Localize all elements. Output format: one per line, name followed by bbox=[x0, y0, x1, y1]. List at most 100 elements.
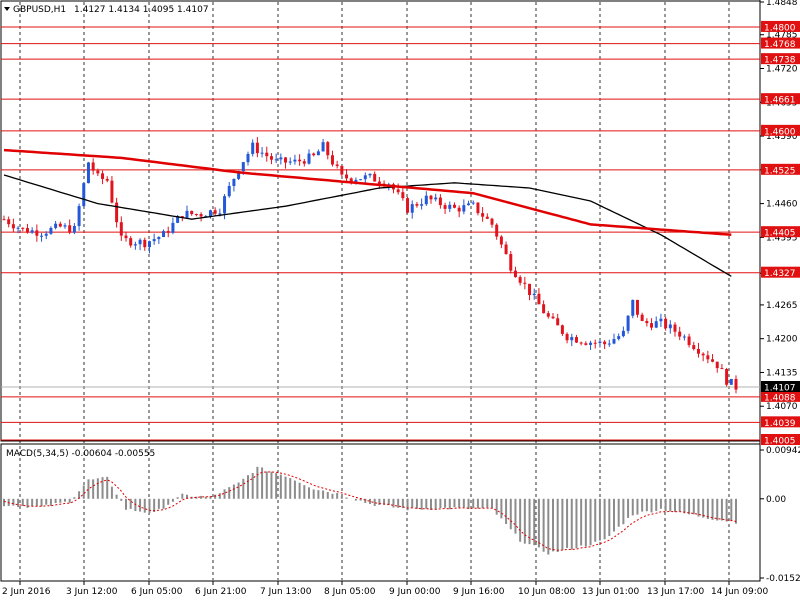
candle-body bbox=[659, 318, 663, 322]
candle-body bbox=[420, 204, 424, 206]
candle-body bbox=[481, 213, 485, 217]
candle-body bbox=[565, 333, 569, 341]
candle-body bbox=[415, 204, 419, 206]
candle-body bbox=[307, 153, 311, 164]
candle-body bbox=[227, 185, 231, 197]
price-tick-label: 1.4200 bbox=[766, 335, 798, 345]
candle-body bbox=[584, 343, 588, 345]
candle-body bbox=[162, 231, 166, 238]
candle-body bbox=[579, 342, 583, 344]
candle-body bbox=[401, 192, 405, 199]
candle-body bbox=[16, 227, 20, 229]
time-tick-label: 2 Jun 2016 bbox=[2, 587, 51, 597]
candle-body bbox=[509, 254, 513, 271]
candle-body bbox=[368, 173, 372, 176]
macd-signal-line bbox=[3, 471, 737, 551]
level-label: 1.4768 bbox=[764, 40, 796, 50]
candle-body bbox=[288, 161, 292, 163]
price-tick-label: 1.4460 bbox=[766, 200, 798, 210]
candle-body bbox=[490, 218, 494, 225]
indicator-pane-border bbox=[0, 443, 761, 582]
candle-body bbox=[82, 183, 86, 207]
level-label: 1.4600 bbox=[764, 127, 796, 137]
grid bbox=[19, 2, 730, 580]
candle-body bbox=[265, 152, 269, 157]
candle-body bbox=[438, 197, 442, 206]
candle-body bbox=[692, 345, 696, 350]
candle-body bbox=[58, 223, 62, 227]
candle-body bbox=[7, 219, 11, 225]
level-label: 1.4088 bbox=[764, 393, 796, 403]
level-label-box bbox=[761, 93, 800, 105]
current-price-box bbox=[761, 381, 800, 393]
ma-slow-line bbox=[3, 148, 732, 237]
candle-body bbox=[147, 241, 151, 248]
time-tick-label: 13 Jun 17:00 bbox=[647, 587, 704, 597]
candle-body bbox=[119, 222, 123, 236]
candle-body bbox=[678, 331, 682, 337]
candle-body bbox=[213, 210, 217, 214]
candle-body bbox=[701, 353, 705, 356]
chart-title: GBPUSD,H1 bbox=[13, 5, 66, 15]
level-label: 1.4738 bbox=[764, 56, 796, 66]
candle-body bbox=[68, 225, 72, 233]
candle-body bbox=[448, 204, 452, 209]
candle-body bbox=[35, 230, 39, 236]
candle-body bbox=[457, 207, 461, 212]
candle-body bbox=[532, 293, 536, 296]
candle-body bbox=[194, 214, 198, 216]
candle-body bbox=[429, 195, 433, 200]
candle-body bbox=[251, 142, 255, 154]
candle-body bbox=[91, 162, 95, 171]
candle-body bbox=[528, 283, 532, 296]
candle-body bbox=[115, 202, 119, 223]
candle-body bbox=[640, 314, 644, 321]
candle-body bbox=[25, 228, 29, 233]
candle-body bbox=[208, 210, 212, 217]
candle-body bbox=[274, 159, 278, 161]
candle-body bbox=[316, 151, 320, 156]
candle-body bbox=[424, 195, 428, 205]
level-label-box bbox=[761, 390, 800, 402]
time-tick-label: 6 Jun 05:00 bbox=[131, 587, 183, 597]
symbol-dropdown-icon[interactable] bbox=[4, 7, 10, 11]
candle-body bbox=[720, 368, 724, 370]
candle-body bbox=[377, 181, 381, 184]
candle-body bbox=[241, 162, 245, 172]
level-label-box bbox=[761, 124, 800, 136]
candle-body bbox=[612, 339, 616, 344]
level-label: 1.4327 bbox=[764, 269, 796, 279]
candle-body bbox=[513, 270, 517, 278]
macd-tick-label: 0.00 bbox=[766, 495, 786, 505]
candle-body bbox=[96, 170, 100, 174]
candle-body bbox=[654, 321, 658, 328]
candle-body bbox=[284, 157, 288, 163]
candle-body bbox=[335, 164, 339, 167]
candle-body bbox=[223, 196, 227, 214]
level-label-box bbox=[761, 416, 800, 428]
horizontal-levels bbox=[1, 26, 760, 441]
candle-body bbox=[570, 337, 574, 341]
candle-body bbox=[185, 210, 189, 218]
candle-body bbox=[30, 230, 34, 233]
candle-body bbox=[452, 204, 456, 208]
candle-body bbox=[485, 216, 489, 219]
candle-body bbox=[542, 304, 546, 314]
level-label: 1.4525 bbox=[764, 166, 796, 176]
candles bbox=[2, 137, 738, 394]
candle-body bbox=[373, 173, 377, 182]
candle-body bbox=[232, 178, 236, 186]
candle-body bbox=[157, 237, 161, 240]
candle-body bbox=[2, 219, 6, 221]
time-tick-label: 3 Jun 12:00 bbox=[66, 587, 118, 597]
candle-body bbox=[682, 336, 686, 338]
candle-body bbox=[345, 174, 349, 179]
macd-histogram: 0.00942 0.00 -0.01529 bbox=[3, 446, 800, 584]
candle-body bbox=[410, 204, 414, 213]
candle-body bbox=[21, 227, 25, 229]
candle-body bbox=[11, 224, 15, 229]
candle-body bbox=[556, 318, 560, 326]
level-label: 1.4039 bbox=[764, 419, 796, 429]
